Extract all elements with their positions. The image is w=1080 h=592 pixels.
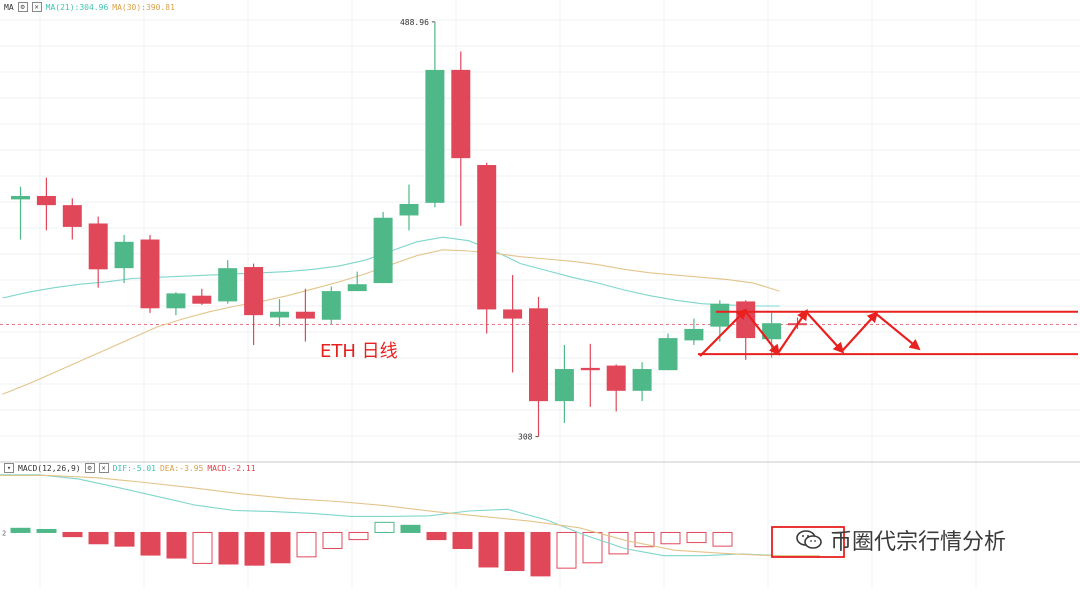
low-marker-label: 308 xyxy=(518,433,533,442)
macd-bar xyxy=(244,531,265,566)
dea-value: DEA:-3.95 xyxy=(159,463,204,473)
candle-body xyxy=(451,69,471,159)
macd-bar xyxy=(36,528,57,533)
candle-body xyxy=(580,367,600,371)
annotations xyxy=(698,308,1078,357)
ma30-value: MA(30):390.81 xyxy=(112,2,175,12)
zigzag-arrow xyxy=(875,312,921,351)
macd-bar xyxy=(348,531,369,541)
macd-bar xyxy=(322,531,343,550)
macd-bar xyxy=(296,531,317,558)
candle-body xyxy=(218,268,238,302)
macd-bar xyxy=(660,531,681,545)
macd-bar xyxy=(270,531,291,564)
candle-body xyxy=(347,284,367,292)
price-legend: MA ⚙ ✕ MA(21):304.96 MA(30):390.81 xyxy=(4,2,175,12)
macd-bar xyxy=(10,527,31,533)
candle-body xyxy=(710,303,730,327)
candle-body xyxy=(88,223,108,270)
macd-bar xyxy=(530,531,551,577)
candles: 488.96 308 xyxy=(11,18,807,442)
zigzag-arrow xyxy=(777,308,808,354)
collapse-icon[interactable]: ▾ xyxy=(4,463,14,473)
macd-bar xyxy=(88,531,109,545)
macd-bar xyxy=(556,531,577,569)
candle-body xyxy=(477,165,497,310)
wechat-icon xyxy=(796,530,822,549)
macd-bar xyxy=(140,531,161,556)
macd-bar xyxy=(452,531,473,550)
ma21-value: MA(21):304.96 xyxy=(45,2,109,12)
candle-body xyxy=(658,338,678,371)
macd-indicator-name: MACD(12,26,9) xyxy=(18,463,81,473)
settings-icon[interactable]: ⚙ xyxy=(17,2,28,12)
macd-bar xyxy=(426,531,447,541)
candle-body xyxy=(529,308,548,402)
macd-bar xyxy=(374,521,395,533)
macd-panel: 2 xyxy=(0,474,845,577)
candle-body xyxy=(244,267,264,316)
candle-body xyxy=(166,293,186,309)
dif-line xyxy=(0,474,821,558)
macd-bar xyxy=(114,531,135,547)
zigzag-arrow xyxy=(699,308,748,357)
candle-body xyxy=(503,309,523,319)
watermark-text: 币圈代宗行情分析 xyxy=(830,530,1007,555)
macd-bar xyxy=(686,531,707,544)
candle-body xyxy=(114,241,134,269)
candle-body xyxy=(684,328,704,341)
candle-body xyxy=(62,205,82,227)
macd-bar xyxy=(712,531,733,547)
macd-bar xyxy=(62,531,83,538)
macd-bar xyxy=(400,524,421,533)
zero-tick-label: 2 xyxy=(2,529,6,537)
macd-bar xyxy=(582,531,603,564)
candle-body xyxy=(425,69,445,203)
candle-body xyxy=(11,195,30,200)
indicator-name: MA xyxy=(4,2,14,12)
macd-legend: ▾ MACD(12,26,9) ⚙ ✕ DIF:-5.01 DEA:-3.95 … xyxy=(4,463,256,473)
dea-line xyxy=(0,474,820,557)
close-icon[interactable]: ✕ xyxy=(98,463,109,473)
highlight-box xyxy=(771,526,845,558)
zigzag-arrow xyxy=(744,310,781,356)
candle-body xyxy=(270,311,289,318)
candle-body xyxy=(762,323,782,340)
close-icon[interactable]: ✕ xyxy=(31,2,42,12)
zigzag-arrow xyxy=(841,311,879,352)
candle-body xyxy=(295,311,315,319)
candle-body xyxy=(399,203,419,216)
macd-value: MACD:-2.11 xyxy=(207,463,256,473)
candle-body xyxy=(632,369,652,391)
candle-body xyxy=(373,217,393,284)
macd-bar xyxy=(608,531,629,555)
zigzag-arrow xyxy=(805,310,845,354)
macd-bar xyxy=(192,531,213,564)
high-marker-label: 488.96 xyxy=(400,18,429,27)
candle-body xyxy=(140,239,160,309)
candle-body xyxy=(321,291,341,320)
macd-bar xyxy=(504,531,525,572)
watermark: 币圈代宗行情分析 xyxy=(796,524,1006,556)
annotation-label: ETH 日线 xyxy=(320,341,398,362)
candle-body xyxy=(554,369,574,402)
candle-body xyxy=(606,365,626,391)
dif-value: DIF:-5.01 xyxy=(112,463,156,473)
candle-body xyxy=(36,195,56,206)
candle-body xyxy=(192,295,212,304)
macd-bar xyxy=(478,531,499,568)
macd-bar xyxy=(166,531,187,559)
settings-icon[interactable]: ⚙ xyxy=(84,463,95,473)
macd-bar xyxy=(218,531,239,565)
